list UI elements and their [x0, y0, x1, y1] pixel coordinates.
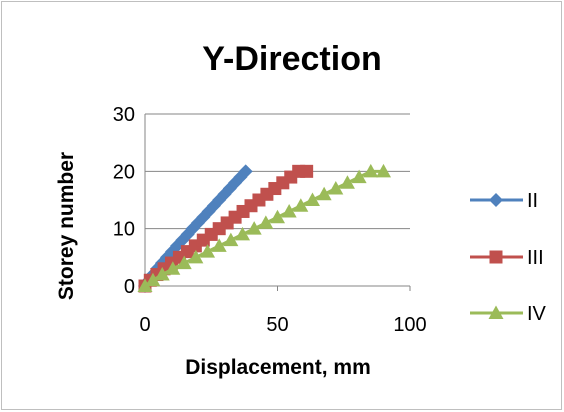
y-axis-title: Storey number [55, 152, 78, 300]
data-point-iv [270, 209, 285, 224]
data-point-iv [376, 163, 391, 178]
data-point-iv [328, 181, 344, 195]
data-point-iv [176, 255, 192, 270]
data-point-iv [293, 198, 309, 212]
data-point-iv [137, 278, 153, 292]
series-iv [137, 163, 391, 292]
data-point-iv [281, 203, 297, 218]
data-point-iv [188, 249, 204, 264]
legend-label-iv: IV [527, 303, 547, 325]
x-tick-label: 50 [266, 314, 288, 336]
data-point-iv [351, 169, 367, 184]
y-tick-labels: 0 10 20 30 [113, 104, 135, 298]
data-point-iv [235, 226, 251, 241]
data-point-iii [300, 164, 314, 178]
y-tick-label: 0 [124, 276, 135, 298]
data-point-iv [211, 238, 227, 252]
y-tick-label: 10 [113, 219, 135, 241]
y-tick-label: 20 [113, 161, 135, 183]
x-tick-label: 100 [393, 314, 426, 336]
chart-title: Y-Direction [202, 40, 381, 78]
y-tick-label: 30 [113, 104, 135, 126]
data-point-iv [339, 175, 355, 189]
legend-label-iii: III [527, 247, 544, 269]
data-point-ii [238, 164, 253, 179]
series-group [137, 163, 391, 293]
x-axis-title: Displacement, mm [185, 356, 371, 379]
legend-marker-ii [489, 193, 503, 207]
data-point-iv [154, 267, 170, 281]
data-point-iv [304, 192, 320, 206]
data-point-iv [223, 232, 239, 247]
x-tick-labels: 0 50 100 [139, 314, 426, 336]
data-point-iv [145, 272, 161, 287]
data-point-iv [200, 244, 216, 258]
data-point-iv [246, 221, 262, 235]
legend-marker-iv [488, 305, 504, 319]
legend-label-ii: II [527, 190, 538, 212]
data-point-iv [316, 186, 332, 201]
data-point-iv [258, 215, 274, 229]
data-point-iv [165, 261, 181, 275]
data-point-iv [363, 163, 379, 178]
x-tick-label: 0 [139, 314, 150, 336]
legend-marker-iii [489, 250, 503, 264]
